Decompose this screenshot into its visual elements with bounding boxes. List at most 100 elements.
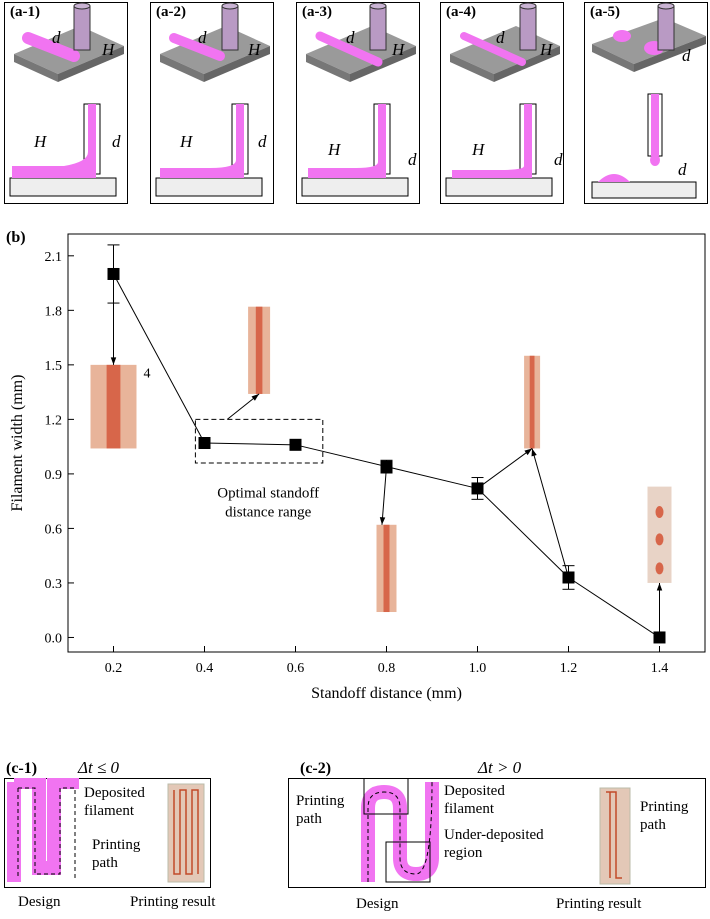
series-line <box>477 488 569 578</box>
panel-a4-d-bottom: d <box>554 150 563 169</box>
y-tick-label-1.2: 1.2 <box>45 413 63 428</box>
c2-printing-path-label: Printing path <box>296 793 345 827</box>
panel-a4-label: (a-4) <box>446 4 476 20</box>
c1-design-path <box>17 787 76 878</box>
optimal-range-box <box>194 418 324 464</box>
c2-design-path <box>367 781 433 882</box>
panel-b-chart: (b) 0.2 0.4 0.6 0.8 1.0 1.2 1.4 0.0 0.3 0.6 0.9 1.2… <box>6 229 706 702</box>
arrow-1.0-head <box>524 448 533 456</box>
panel-a5-label: (a-5) <box>590 4 620 20</box>
panel-a4-H-bottom: H <box>472 140 485 159</box>
panel-a2-H-bottom: H <box>180 132 193 151</box>
panel-a2-label: (a-2) <box>156 4 186 20</box>
panel-a4-H-top: H <box>540 40 553 59</box>
arrow-1.2-head <box>531 448 537 457</box>
panel-a5-d-bottom: d <box>678 160 687 179</box>
c1-result-path <box>173 789 199 875</box>
c2-under-box-bottom <box>385 841 431 883</box>
data-point-2 <box>289 438 302 451</box>
panel-a3 <box>296 2 420 204</box>
arrow-1.4-head <box>656 582 663 591</box>
y-tick-label-1.5: 1.5 <box>45 359 63 374</box>
inset-photo-0.8-filament <box>383 524 390 613</box>
c1-design-fill <box>7 778 79 882</box>
inset-photo-0.4-filament <box>255 306 263 394</box>
x-tick-label-1.0: 1.0 <box>469 661 487 676</box>
panel-a2-d-bottom: d <box>258 132 267 151</box>
y-tick-label-2.1: 2.1 <box>45 250 63 265</box>
series-line <box>568 577 660 638</box>
y-axis-label: Filament width (mm) <box>9 375 26 512</box>
data-point-0 <box>107 267 120 280</box>
arrow-0.8-head <box>379 517 386 525</box>
x-tick-label-1.4: 1.4 <box>651 661 669 676</box>
arrow-0.4-head <box>251 393 260 401</box>
panel-a2-H-top: H <box>248 40 261 59</box>
x-tick-label-0.8: 0.8 <box>378 661 396 676</box>
panel-c1-label: (c-1) <box>6 760 38 777</box>
panel-a3-d-top: d <box>346 28 355 47</box>
drop-1 <box>655 533 664 546</box>
arrow-0.2-head <box>110 357 117 365</box>
panel-a3-label: (a-3) <box>302 4 332 20</box>
arrow-0.8 <box>381 466 387 525</box>
inset-scale-label: 4 <box>144 367 151 382</box>
panel-a1 <box>4 2 128 204</box>
c2-deposited-label: Deposited filament <box>444 783 505 817</box>
arrow-1.0 <box>477 448 533 489</box>
arrow-1.2 <box>531 448 569 578</box>
panel-a4 <box>440 2 564 204</box>
y-tick-label-0.3: 0.3 <box>45 577 63 592</box>
panel-c2-label: (c-2) <box>300 760 332 777</box>
x-tick-label-0.4: 0.4 <box>196 661 214 676</box>
c1-printing-path-label: Printing path <box>92 837 141 871</box>
panel-a2 <box>150 2 274 204</box>
panel-c1-condition: Δt ≤ 0 <box>78 758 120 777</box>
c2-result-path-label: Printing path <box>640 799 689 833</box>
y-tick-label-1.8: 1.8 <box>45 304 63 319</box>
x-tick-label-1.2: 1.2 <box>560 661 578 676</box>
panel-a1-H-bottom: H <box>34 132 47 151</box>
series-line <box>295 444 387 468</box>
panel-a3-d-bottom: d <box>408 150 417 169</box>
c2-design-caption: Design <box>356 896 399 912</box>
series-line <box>204 442 296 446</box>
optimal-range-label-2: distance range <box>225 505 312 521</box>
x-tick-label-0.2: 0.2 <box>105 661 123 676</box>
panel-a2-d-top: d <box>198 28 207 47</box>
panel-a4-d-top: d <box>496 28 505 47</box>
drop-0 <box>655 506 664 519</box>
c2-result-caption: Printing result <box>556 896 642 912</box>
inset-photo-1.0-filament <box>529 355 535 449</box>
panel-c2-condition: Δt > 0 <box>478 758 522 777</box>
panel-a3-H-bottom: H <box>328 140 341 159</box>
c1-result-caption: Printing result <box>130 894 216 910</box>
panel-c2-box <box>288 778 706 888</box>
series-line <box>113 273 205 444</box>
x-axis-label: Standoff distance (mm) <box>311 685 462 702</box>
panel-a1-d-top: d <box>52 28 61 47</box>
optimal-range-label: Optimal standoff <box>217 486 319 502</box>
panel-a5-d-top: d <box>682 46 691 65</box>
c2-result-path <box>606 791 622 879</box>
inset-photo-0.2-filament <box>106 364 121 449</box>
c1-deposited-label: Deposited filament <box>84 785 145 819</box>
c1-design-caption: Design <box>18 894 61 910</box>
panel-a1-d-bottom: d <box>112 132 121 151</box>
y-tick-label-0.0: 0.0 <box>45 631 63 646</box>
y-tick-label-0.6: 0.6 <box>45 522 63 537</box>
panel-a1-H-top: H <box>102 40 115 59</box>
panel-a1-label: (a-1) <box>10 4 40 20</box>
c2-under-box-top <box>363 778 409 815</box>
y-tick-label-0.9: 0.9 <box>45 468 63 483</box>
data-point-1 <box>198 437 211 449</box>
x-tick-label-0.6: 0.6 <box>287 661 305 676</box>
series-line <box>386 466 478 489</box>
panel-b-label: (b) <box>6 229 26 246</box>
panel-a5 <box>584 2 708 204</box>
drop-2 <box>655 562 664 575</box>
c2-under-label: Under-deposited region <box>444 827 544 861</box>
panel-a3-H-top: H <box>392 40 405 59</box>
panel-c1-box <box>4 778 211 888</box>
c2-result-photo <box>599 787 631 885</box>
